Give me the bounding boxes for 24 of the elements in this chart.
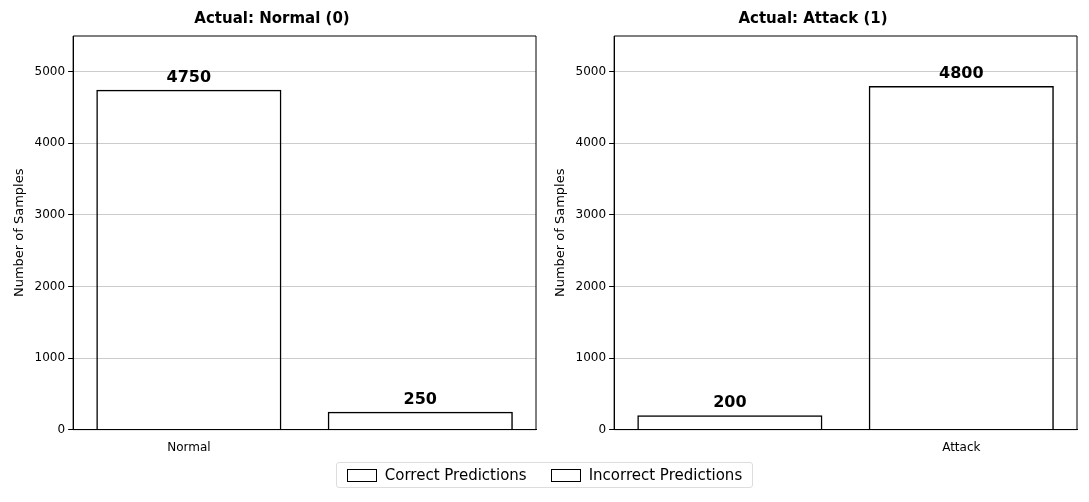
y-tick-label: 5000: [575, 63, 607, 78]
x-tick-label: Normal: [167, 439, 211, 454]
y-tick-label: 3000: [34, 207, 66, 222]
data-label: 200: [713, 392, 747, 412]
y-tick-label: 2000: [575, 278, 607, 293]
data-label: 4750: [166, 66, 212, 86]
y-tick-label: 0: [598, 421, 607, 436]
data-label: 4800: [939, 63, 984, 83]
chart-title: Actual: Attack (1): [738, 8, 888, 27]
y-axis-title: Number of Samples: [11, 168, 27, 298]
legend-label: Incorrect Predictions: [588, 466, 743, 484]
y-tick-label: 2000: [34, 278, 66, 293]
y-tick-label: 1000: [34, 350, 66, 365]
y-tick-label: 1000: [575, 350, 607, 365]
chart-title: Actual: Normal (0): [194, 8, 350, 27]
y-tick-label: 4000: [34, 135, 66, 150]
y-axis-title: Number of Samples: [552, 168, 568, 298]
y-tick-label: 5000: [34, 63, 66, 78]
x-tick-label: Attack: [942, 439, 981, 454]
y-tick-label: 3000: [575, 207, 607, 222]
y-tick-label: 0: [57, 421, 66, 436]
y-tick-label: 4000: [575, 135, 607, 150]
legend-label: Correct Predictions: [384, 466, 527, 484]
data-label: 250: [403, 388, 437, 408]
